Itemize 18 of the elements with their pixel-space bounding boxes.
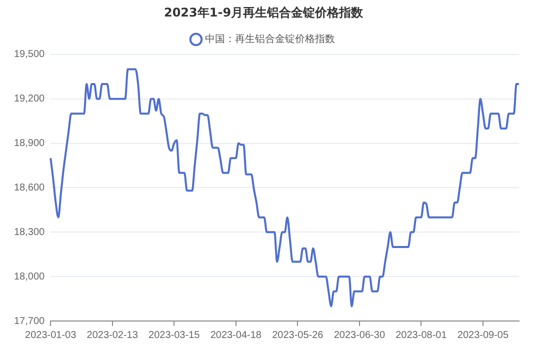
chart-title: 2023年1-9月再生铝合金锭价格指数	[164, 5, 364, 20]
y-tick-label: 18,300	[14, 226, 46, 238]
x-tick-label: 2023-08-01	[396, 330, 448, 341]
y-tick-label: 18,900	[14, 138, 46, 150]
line-series	[50, 68, 520, 308]
x-tick-label: 2023-02-13	[86, 330, 138, 341]
x-tick-label: 2023-04-18	[210, 330, 262, 341]
y-tick-label: 18,000	[14, 271, 46, 282]
x-tick-label: 2023-05-26	[272, 330, 324, 341]
legend-label: 中国：再生铝合金锭价格指数	[205, 32, 335, 45]
y-tick-label: 17,700	[14, 316, 46, 327]
y-tick-label: 19,200	[14, 94, 46, 105]
y-tick-label: 18,600	[14, 182, 46, 194]
x-tick-label: 2023-06-30	[334, 330, 386, 341]
x-tick-label: 2023-09-05	[457, 330, 509, 341]
x-tick-label: 2023-01-03	[25, 330, 77, 341]
y-tick-label: 19,500	[14, 49, 46, 60]
x-tick-label: 2023-03-15	[148, 330, 200, 341]
